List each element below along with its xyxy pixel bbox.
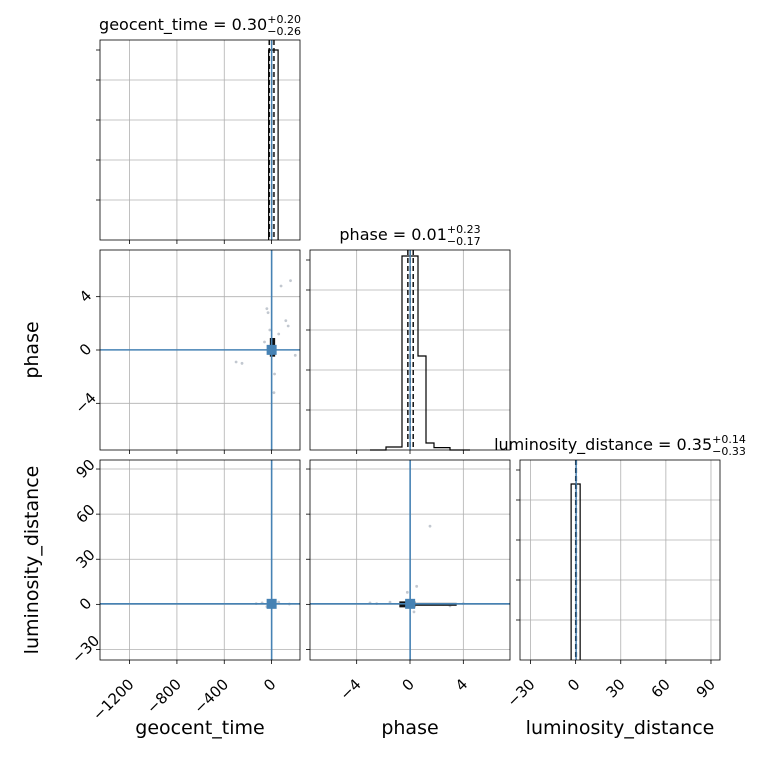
x-axis-label-luminosity_distance: luminosity_distance [526,717,715,739]
sample-point [273,372,276,376]
sample-point [265,307,269,311]
panel-title-upper-error: +0.14 [712,433,746,446]
x-tick-label: 30 [603,675,629,701]
x-tick-label: 0 [564,675,583,694]
x-tick-label: −400 [190,675,232,717]
y-axis-label-phase: phase [21,321,43,378]
y-tick-label: −30 [68,632,103,667]
x-tick-label: 0 [399,675,418,694]
y-tick-label: 0 [76,594,95,613]
sample-point [428,524,432,528]
histogram-panel-phase: phase = 0.01+0.23−0.17 [306,223,511,454]
sample-point [405,590,409,594]
sample-point [272,391,276,395]
panel-title-phase: phase = 0.01+0.23 [339,223,480,244]
y-tick-label: 90 [73,456,99,482]
histogram-panel-geocent_time: geocent_time = 0.30+0.20−0.26 [96,13,301,244]
truth-marker [266,598,277,609]
x-tick-label: 90 [693,675,719,701]
sample-point [388,600,392,604]
scatter-panel-geocent_time-vs-phase [96,249,301,454]
y-tick-label: 0 [76,340,95,359]
scatter-panel-phase-vs-luminosity_distance [306,459,511,664]
panel-title-lower-error: −0.26 [267,25,301,38]
panel-frame [519,459,721,661]
panel-title-main: phase = 0.01 [339,225,446,244]
y-tick-label: −4 [71,389,99,417]
panel-title-main: luminosity_distance = 0.35 [494,435,712,455]
histogram-bars [370,255,470,451]
x-tick-label: 60 [648,675,674,701]
sample-point [266,311,270,315]
panel-title-lower-error: −0.33 [712,445,746,458]
panel-frame [99,459,301,661]
sample-point [277,332,281,336]
sample-point [268,328,272,332]
sample-point [289,279,292,283]
sample-point [277,600,281,604]
panel-frame [99,39,301,241]
x-axis-label-phase: phase [381,717,438,739]
histogram-panel-luminosity_distance: luminosity_distance = 0.35+0.14−0.33 [494,433,746,664]
y-axis-label-luminosity_distance: luminosity_distance [21,466,43,655]
x-tick-label: −800 [143,675,185,717]
panel-title-lower-error: −0.17 [447,235,481,248]
y-tick-label: 30 [73,546,99,572]
scatter-panel-geocent_time-vs-luminosity_distance [96,459,301,664]
sample-point [240,361,244,365]
panel-title-upper-error: +0.23 [447,223,481,236]
truth-marker [266,344,277,355]
x-tick-label: −4 [336,675,364,703]
sample-point [279,284,283,288]
panel-title-geocent_time: geocent_time = 0.30+0.20 [99,13,301,35]
x-tick-label: −30 [503,675,538,710]
sample-point [263,340,266,344]
sample-point [415,584,419,588]
x-tick-label: 0 [260,675,279,694]
panel-title-upper-error: +0.20 [267,13,301,26]
y-tick-label: 4 [76,287,95,306]
sample-point [412,610,416,614]
sample-point [293,353,297,357]
y-tick-label: 60 [73,501,99,527]
truth-marker [405,598,416,609]
panel-title-luminosity_distance: luminosity_distance = 0.35+0.14 [494,433,746,455]
x-axis-label-geocent_time: geocent_time [135,717,264,739]
sample-point [284,319,288,323]
sample-point [234,360,238,364]
panel-title-main: geocent_time = 0.30 [99,15,267,35]
x-tick-label: −1200 [89,675,138,724]
x-tick-label: 4 [452,675,471,694]
sample-point [286,324,290,328]
